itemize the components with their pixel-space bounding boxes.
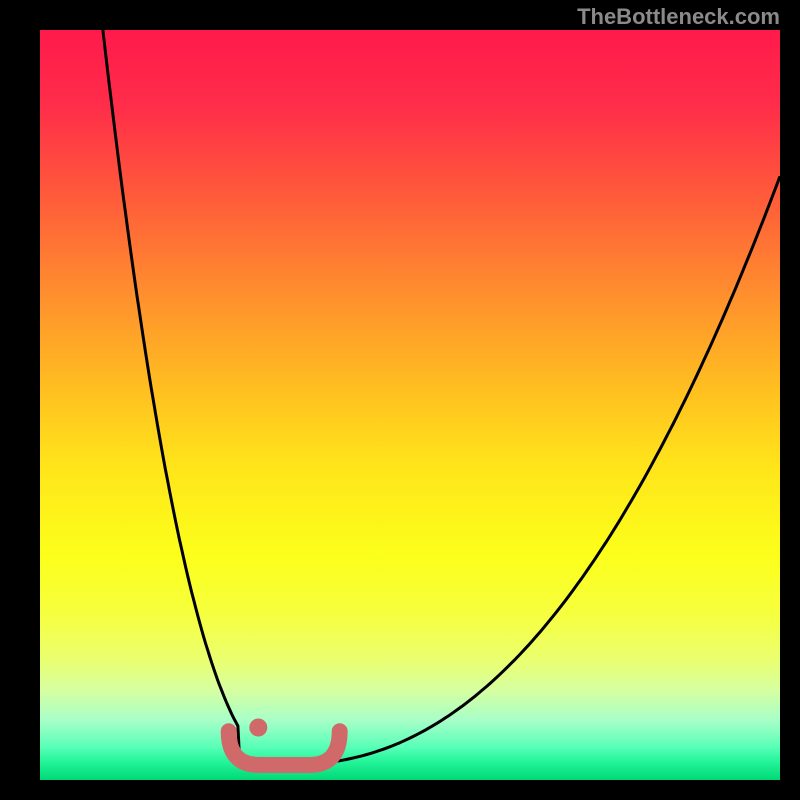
watermark-label: TheBottleneck.com <box>577 4 780 29</box>
gradient-background <box>40 30 780 780</box>
near-optimal-dot-marker <box>249 719 267 737</box>
bottleneck-chart: TheBottleneck.com <box>0 0 800 800</box>
